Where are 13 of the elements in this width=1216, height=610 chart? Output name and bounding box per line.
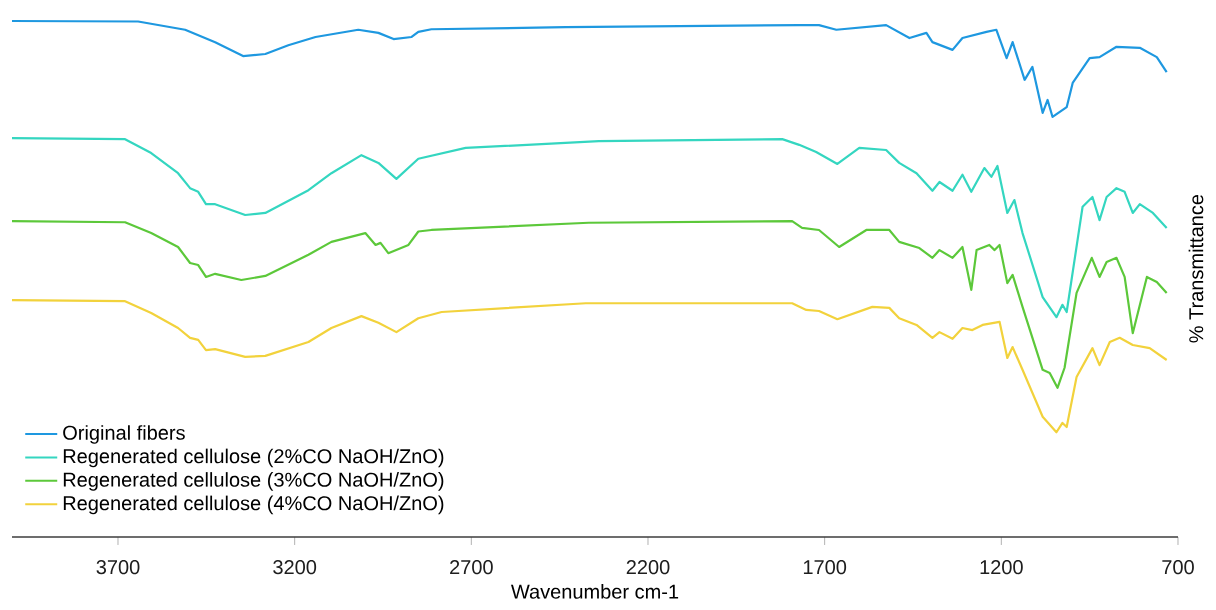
legend-label: Regenerated cellulose (4%CO NaOH/ZnO) bbox=[63, 495, 444, 515]
x-tick-label: 2200 bbox=[626, 560, 670, 575]
legend-label: Regenerated cellulose (3%CO NaOH/ZnO) bbox=[63, 472, 444, 491]
x-tick-label: 3700 bbox=[96, 560, 140, 575]
x-tick-label: 2700 bbox=[450, 560, 493, 575]
x-tick-label: 1700 bbox=[803, 560, 847, 575]
legend-label: Original fibers bbox=[63, 425, 185, 444]
y-axis-title: % Transmittance bbox=[1188, 194, 1204, 343]
x-tick-label: 700 bbox=[1162, 560, 1194, 575]
x-axis-title: Wavenumber cm-1 bbox=[510, 584, 679, 599]
x-tick-label: 1200 bbox=[980, 560, 1023, 575]
x-tick-label: 3200 bbox=[273, 560, 317, 575]
legend-label: Regenerated cellulose (2%CO NaOH/ZnO) bbox=[63, 448, 444, 468]
